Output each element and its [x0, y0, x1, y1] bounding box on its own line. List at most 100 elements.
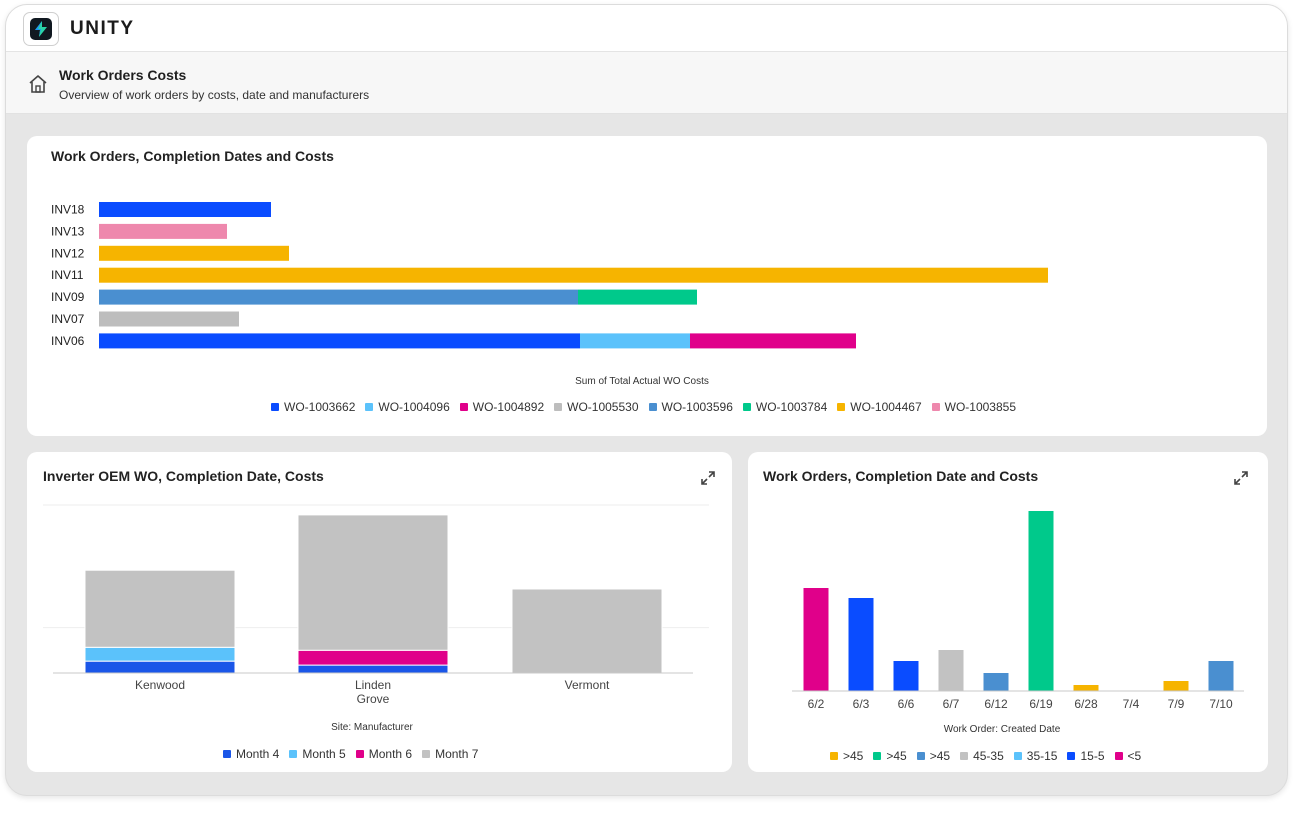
x-tick-label: 6/3 — [853, 697, 870, 711]
legend-item[interactable]: >45 — [873, 749, 907, 763]
legend-label: 15-5 — [1080, 749, 1105, 763]
legend-swatch — [355, 750, 364, 758]
legend-item[interactable]: WO-1004096 — [365, 400, 450, 414]
bar-segment[interactable] — [99, 333, 580, 349]
legend-label: Month 6 — [368, 747, 413, 761]
legend-item[interactable]: >45 — [916, 749, 951, 763]
legend-item[interactable]: >45 — [830, 749, 863, 763]
legend-swatch — [648, 403, 657, 411]
bar-segment[interactable] — [580, 333, 690, 349]
y-tick-label: INV18 — [51, 203, 85, 217]
top-bar: UNITY — [6, 5, 1287, 52]
x-tick-label: 6/12 — [984, 697, 1008, 711]
legend-label: Month 7 — [435, 747, 479, 761]
bar-segment[interactable] — [84, 569, 236, 648]
y-tick-label: INV11 — [51, 268, 84, 282]
legend-item[interactable]: WO-1004467 — [837, 400, 922, 414]
legend-label: <5 — [1127, 749, 1142, 763]
lightning-bolt-icon — [30, 18, 52, 40]
legend-swatch — [837, 403, 846, 411]
legend-item[interactable]: Month 4 — [223, 747, 279, 761]
legend-swatch — [1013, 752, 1022, 760]
wo-completion-costs-card: Work Orders, Completion Dates and Costs … — [27, 136, 1267, 436]
legend-swatch — [271, 403, 279, 411]
wo-date-chart: 6/2 6/3 6/6 6/7 6/12 6/19 6/28 7/4 7/9 7/10 — [792, 511, 1244, 711]
page-header: Work Orders Costs Overview of work order… — [6, 52, 1287, 114]
bar[interactable] — [1073, 685, 1099, 691]
app-logo[interactable] — [23, 12, 59, 46]
bar-segment[interactable] — [84, 660, 236, 674]
legend-label: WO-1004096 — [378, 400, 450, 414]
x-tick-label: Kenwood — [135, 678, 185, 692]
bar[interactable] — [893, 661, 919, 691]
chart-legend: Month 4 Month 5 Month 6 Month 7 — [223, 747, 488, 761]
bar-segment[interactable] — [99, 245, 289, 261]
page-title: Work Orders Costs — [59, 67, 187, 83]
x-tick-label: Linden — [355, 678, 391, 692]
legend-label: WO-1004467 — [850, 400, 922, 414]
bar[interactable] — [1163, 681, 1189, 691]
chart-title: Work Orders, Completion Date and Costs — [763, 468, 1039, 484]
x-tick-label: 7/10 — [1209, 697, 1233, 711]
legend-item[interactable]: WO-1003784 — [742, 400, 828, 414]
bar-segment[interactable] — [99, 223, 227, 239]
bar-segment[interactable] — [99, 311, 239, 327]
x-tick-label: Vermont — [565, 678, 610, 692]
bar[interactable] — [803, 588, 829, 691]
legend-swatch — [289, 750, 298, 758]
legend-item[interactable]: Month 5 — [289, 747, 346, 761]
legend-item[interactable]: 35-15 — [1013, 749, 1058, 763]
bar[interactable] — [848, 598, 874, 691]
bar-segment[interactable] — [297, 664, 449, 674]
bar-segment[interactable] — [297, 514, 449, 651]
x-tick-label: 6/19 — [1029, 697, 1053, 711]
legend-item[interactable]: <5 — [1114, 749, 1142, 763]
legend-swatch — [931, 403, 940, 411]
legend-item[interactable]: 45-35 — [960, 749, 1004, 763]
bar[interactable] — [983, 673, 1009, 691]
expand-icon[interactable] — [700, 470, 716, 486]
expand-icon[interactable] — [1233, 470, 1249, 486]
legend-item[interactable]: Month 7 — [422, 747, 478, 761]
legend-item[interactable]: WO-1003662 — [271, 400, 355, 414]
legend-item[interactable]: WO-1004892 — [459, 400, 545, 414]
legend-label: WO-1005530 — [567, 400, 639, 414]
home-icon[interactable] — [28, 74, 48, 94]
bar-segment[interactable] — [99, 202, 271, 217]
bar[interactable] — [1208, 661, 1234, 691]
bar-segment[interactable] — [99, 267, 1048, 283]
page-subtitle: Overview of work orders by costs, date a… — [59, 88, 370, 102]
x-tick-label: 6/28 — [1074, 697, 1098, 711]
legend-swatch — [873, 752, 882, 760]
legend-swatch — [960, 752, 969, 760]
legend-label: WO-1003784 — [755, 400, 828, 414]
bar-segment[interactable] — [690, 333, 856, 349]
bar-segment[interactable] — [84, 646, 236, 662]
legend-item[interactable]: WO-1003596 — [648, 400, 733, 414]
legend-item[interactable]: WO-1005530 — [554, 400, 639, 414]
legend-label: 35-15 — [1026, 749, 1058, 763]
legend-swatch — [422, 750, 431, 758]
x-tick-label: 7/4 — [1123, 697, 1140, 711]
bar[interactable] — [1028, 511, 1054, 691]
chart-legend: >45 >45 >45 45-35 35-15 15-5 <5 — [830, 749, 1151, 763]
bar-segment[interactable] — [578, 289, 697, 305]
legend-swatch — [916, 752, 925, 760]
legend-item[interactable]: 15-5 — [1067, 749, 1105, 763]
legend-swatch — [554, 403, 563, 411]
legend-label: >45 — [929, 749, 951, 763]
chart-title: Inverter OEM WO, Completion Date, Costs — [43, 468, 324, 484]
bar-segment[interactable] — [99, 289, 578, 305]
legend-label: WO-1004892 — [472, 400, 545, 414]
legend-label: Month 5 — [302, 747, 346, 761]
legend-label: 45-35 — [973, 749, 1004, 763]
legend-item[interactable]: Month 6 — [355, 747, 413, 761]
bar-segment[interactable] — [511, 588, 663, 674]
legend-item[interactable]: WO-1003855 — [931, 400, 1016, 414]
bar-segment[interactable] — [297, 649, 449, 666]
bar[interactable] — [938, 650, 964, 691]
y-tick-label: INV13 — [51, 224, 85, 238]
legend-label: >45 — [843, 749, 864, 763]
y-tick-label: INV06 — [51, 334, 85, 348]
